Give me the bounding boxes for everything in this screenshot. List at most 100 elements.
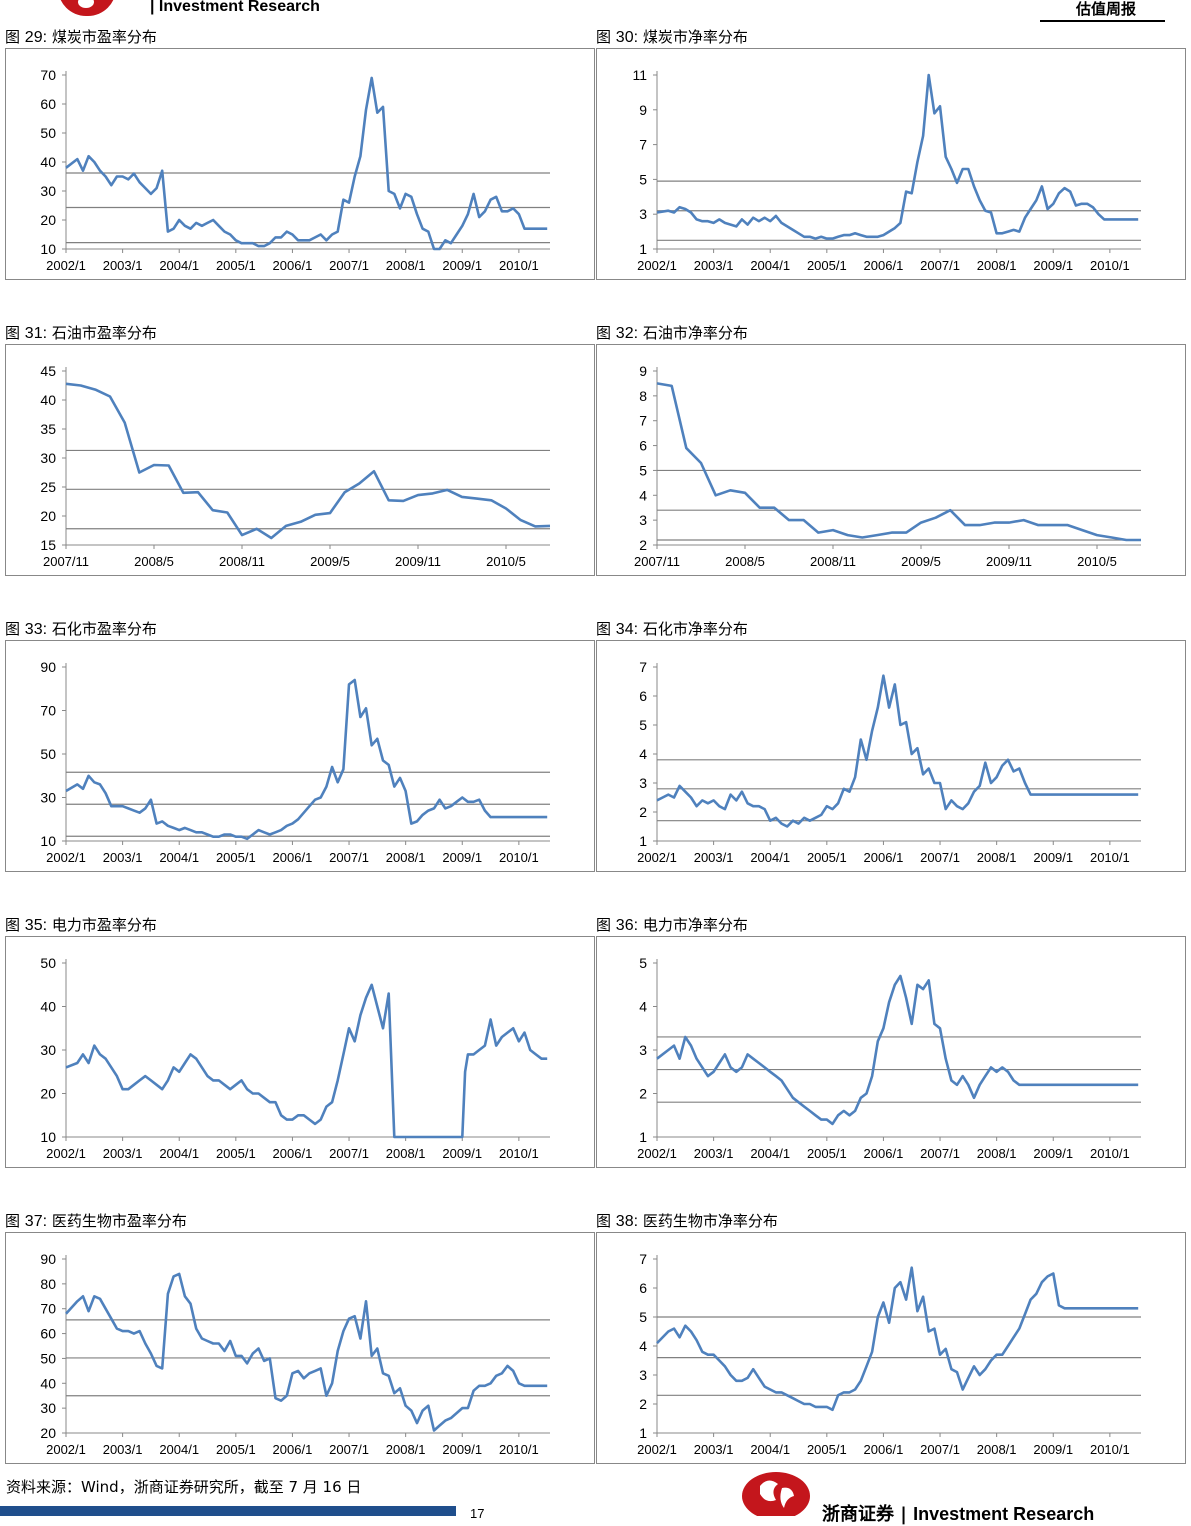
x-tick-label: 2010/1: [499, 1146, 539, 1161]
chart-area: 15 20 25 30 35 40 45 2007/11 2008/5 2008/11 2009/5…: [5, 344, 595, 576]
x-tick-label: 2006/1: [273, 1442, 313, 1457]
chart-area: 1 3 5 7 9 11 2002/1 2003/1 2004/1 2005/1 2006/1 200…: [596, 48, 1186, 280]
chart-area: 10 20 30 40 50 60 70 2002/1 2003/1 2004/1 2005/1 20…: [5, 48, 595, 280]
chart-title: 图 33: 石化市盈率分布: [5, 618, 157, 639]
y-tick-label: 4: [639, 487, 647, 503]
y-tick-label: 70: [40, 703, 56, 719]
chart-panel-fig33: 图 33: 石化市盈率分布 10 30 50 70 90 2002/1 2003/1 2004/…: [5, 618, 595, 872]
x-tick-label: 2009/1: [442, 1146, 482, 1161]
y-tick-label: 60: [40, 1326, 56, 1342]
x-tick-label: 2005/1: [807, 850, 847, 865]
chart-panel-fig34: 图 34: 石化市净率分布 1 2 3 4 5 6 7 2002/1 2003/1 2004/1 20…: [596, 618, 1186, 872]
figure-prefix: 图: [5, 1212, 21, 1230]
chart-panel-fig37: 图 37: 医药生物市盈率分布 20 30 40 50 60 70 80 90 2002/1 200…: [5, 1210, 595, 1464]
x-tick-label: 2003/1: [103, 1442, 143, 1457]
x-tick-label: 2003/1: [103, 850, 143, 865]
y-tick-label: 2: [639, 804, 647, 820]
line-chart-fig36: 1 2 3 4 5 2002/1 2003/1 2004/1 2005/1 2006/1 2007/…: [637, 955, 1141, 1161]
x-tick-label: 2008/5: [725, 554, 765, 569]
x-tick-label: 2009/1: [1033, 1146, 1073, 1161]
series-line: [656, 674, 1139, 828]
x-tick-label: 2009/5: [901, 554, 941, 569]
series-line: [65, 382, 551, 540]
x-tick-label: 2007/1: [329, 850, 369, 865]
x-tick-label: 2003/1: [103, 1146, 143, 1161]
x-tick-label: 2004/1: [750, 850, 790, 865]
y-tick-label: 70: [40, 67, 56, 83]
x-tick-label: 2010/5: [1077, 554, 1117, 569]
x-tick-label: 2007/1: [920, 1442, 960, 1457]
chart-title: 图 30: 煤炭市净率分布: [596, 26, 748, 47]
series-line: [65, 1272, 548, 1432]
x-tick-label: 2003/1: [103, 258, 143, 273]
series-line: [656, 73, 1139, 240]
y-tick-label: 20: [40, 212, 56, 228]
y-tick-label: 40: [40, 392, 56, 408]
footer-brand-en: Investment Research: [913, 1504, 1095, 1524]
x-tick-label: 2010/1: [499, 258, 539, 273]
x-tick-label: 2010/1: [499, 1442, 539, 1457]
brand-logo-icon: [58, 0, 116, 16]
y-tick-label: 90: [40, 1251, 56, 1267]
figure-title: 煤炭市盈率分布: [51, 28, 157, 46]
series-line: [65, 983, 548, 1139]
x-tick-label: 2007/11: [43, 554, 89, 569]
figure-prefix: 图: [596, 324, 612, 342]
chart-title: 图 34: 石化市净率分布: [596, 618, 748, 639]
y-tick-label: 4: [639, 746, 647, 762]
footer-brand: 浙商证券 | Investment Research: [822, 1500, 1094, 1526]
x-tick-label: 2010/1: [1090, 258, 1130, 273]
figure-number: 29:: [24, 29, 48, 46]
x-tick-label: 2003/1: [694, 850, 734, 865]
y-tick-label: 1: [639, 833, 647, 849]
x-tick-label: 2009/1: [1033, 1442, 1073, 1457]
y-tick-label: 35: [40, 421, 56, 437]
figure-number: 31:: [24, 325, 48, 342]
x-tick-label: 2005/1: [807, 258, 847, 273]
chart-area: 20 30 40 50 60 70 80 90 2002/1 2003/1 2004/1 2005/1…: [5, 1232, 595, 1464]
y-tick-label: 60: [40, 96, 56, 112]
y-tick-label: 40: [40, 1375, 56, 1391]
y-tick-label: 30: [40, 183, 56, 199]
x-tick-label: 2004/1: [159, 1442, 199, 1457]
y-tick-label: 30: [40, 1400, 56, 1416]
chart-area: 1 2 3 4 5 6 7 2002/1 2003/1 2004/1 2005/1 2006/1 200…: [596, 1232, 1186, 1464]
y-tick-label: 6: [639, 1280, 647, 1296]
x-tick-label: 2005/1: [216, 1146, 256, 1161]
x-tick-label: 2004/1: [159, 1146, 199, 1161]
line-chart-fig34: 1 2 3 4 5 6 7 2002/1 2003/1 2004/1 2005/1 2006/1 200…: [637, 659, 1141, 865]
figure-title: 石油市净率分布: [642, 324, 748, 342]
x-tick-label: 2009/11: [986, 554, 1032, 569]
figure-prefix: 图: [5, 28, 21, 46]
figure-title: 电力市净率分布: [642, 916, 748, 934]
x-tick-label: 2007/1: [329, 258, 369, 273]
x-tick-label: 2004/1: [750, 1442, 790, 1457]
y-tick-label: 9: [639, 102, 647, 118]
y-tick-label: 70: [40, 1301, 56, 1317]
y-tick-label: 5: [639, 717, 647, 733]
line-chart-fig29: 10 20 30 40 50 60 70 2002/1 2003/1 2004/1 2005/1 20…: [40, 67, 550, 273]
x-tick-label: 2002/1: [637, 258, 677, 273]
y-tick-label: 30: [40, 450, 56, 466]
y-tick-label: 15: [40, 537, 56, 553]
figure-title: 石化市盈率分布: [51, 620, 157, 638]
y-tick-label: 7: [639, 413, 647, 429]
y-tick-label: 4: [639, 1338, 647, 1354]
x-tick-label: 2008/1: [386, 850, 426, 865]
x-tick-label: 2009/1: [442, 850, 482, 865]
x-tick-label: 2008/1: [977, 1442, 1017, 1457]
footer-brand-cn: 浙商证券: [822, 1504, 894, 1525]
y-tick-label: 5: [639, 955, 647, 971]
x-tick-label: 2010/1: [1090, 1146, 1130, 1161]
chart-title: 图 29: 煤炭市盈率分布: [5, 26, 157, 47]
chart-area: 1 2 3 4 5 2002/1 2003/1 2004/1 2005/1 2006/1 2007/…: [596, 936, 1186, 1168]
y-tick-label: 3: [639, 775, 647, 791]
line-chart-fig35: 10 20 30 40 50 2002/1 2003/1 2004/1 2005/1 2006/1…: [40, 955, 550, 1161]
chart-area: 10 20 30 40 50 2002/1 2003/1 2004/1 2005/1 2006/1…: [5, 936, 595, 1168]
y-tick-label: 3: [639, 1042, 647, 1058]
x-tick-label: 2006/1: [864, 850, 904, 865]
series-line: [65, 678, 548, 841]
x-tick-label: 2002/1: [637, 1442, 677, 1457]
x-tick-label: 2006/1: [273, 850, 313, 865]
figure-prefix: 图: [5, 324, 21, 342]
